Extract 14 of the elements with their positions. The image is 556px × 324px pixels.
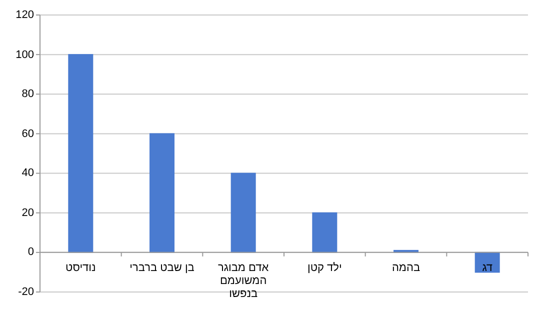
y-tick-label: 80: [20, 88, 34, 100]
y-tick-label: -20: [17, 286, 34, 298]
y-tick-label: 40: [20, 167, 34, 180]
y-tick-label: 60: [20, 128, 34, 140]
x-tick-label: בהמה: [390, 262, 422, 276]
x-tick-label: אדם מבוגר המשועמם בנפשו: [216, 262, 270, 302]
y-tick-label: 20: [20, 206, 34, 219]
x-tick-label: נודיסט: [64, 262, 97, 276]
y-tick-label: 100: [14, 48, 34, 61]
x-tick-label: ילד קטן: [306, 262, 343, 276]
y-tick-label: 0: [26, 246, 34, 258]
x-tick-label: בן שבט ברברי: [128, 262, 196, 276]
y-tick-label: 120: [14, 9, 34, 21]
x-tick-label: דג: [481, 262, 494, 276]
